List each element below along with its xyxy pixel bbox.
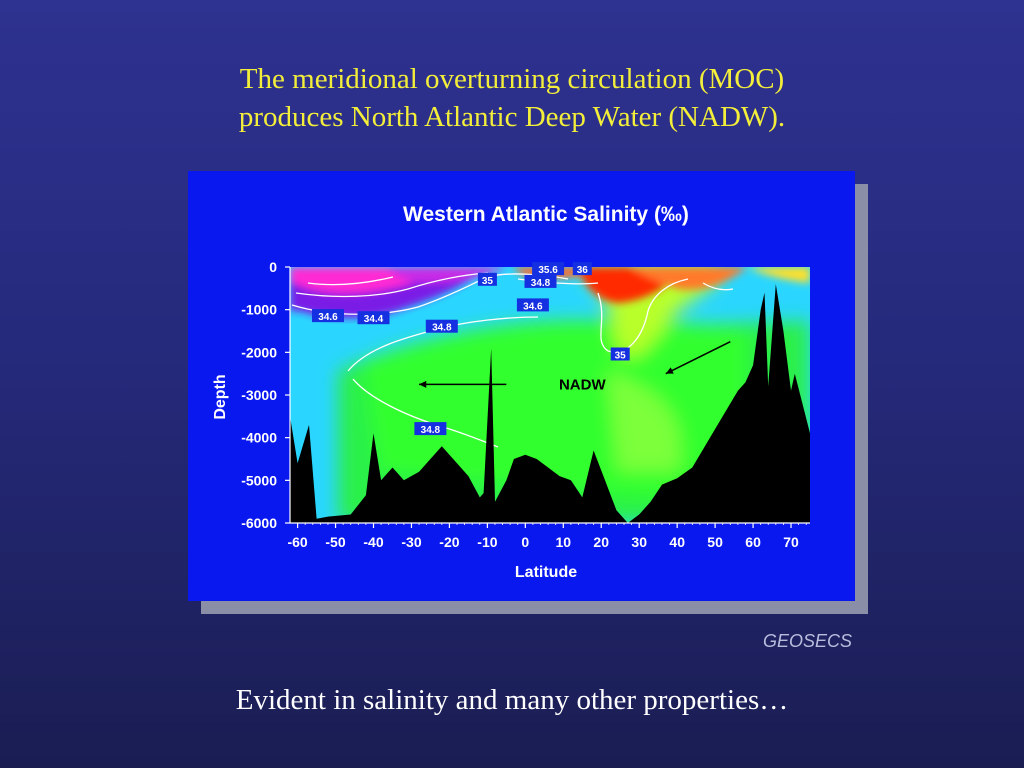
contour-label-text: 35.6 [538,265,558,276]
flow-arrow-shaft [665,340,731,375]
flow-arrow [665,340,731,375]
contour-label-box [477,272,497,286]
contour-label: 34.4 [357,311,390,325]
slide-title-line-1: The meridional overturning circulation (… [239,63,785,95]
contour-label-text: 34.6 [318,312,338,323]
data-source-credit: GEOSECS [762,631,852,651]
x-tick-label: -20 [439,534,459,550]
contour-label-box [524,274,557,288]
y-tick-label: -3000 [241,387,277,403]
y-tick-label: -1000 [241,302,277,318]
contour-label: 36 [572,262,592,276]
chart-annotations: NADW [559,376,606,393]
x-tick-label: 0 [521,534,529,550]
contour-label: 35 [477,272,497,287]
x-tick-label: 20 [593,534,609,550]
flow-arrow-head [665,367,674,374]
contour-label-text: 34.8 [432,323,452,334]
contour-label-text: 34.8 [531,278,551,289]
y-tick-label: -5000 [241,472,277,488]
y-tick-label: 0 [269,259,277,275]
flow-arrow-head [419,380,427,388]
contour-label-text: 34.4 [364,314,384,325]
contour-label-box [357,311,390,325]
y-axis-label: Depth [212,374,229,419]
x-tick-label: 70 [783,534,799,550]
contour-labels: 35 34.8 34.6 34.6 34.4 34.8 35 34.8 35.6 36 [312,262,630,436]
contour-label-box [312,309,344,323]
chart-axes: 0 -1000 -2000 -3000 -4000 -5000 -6000 -60 -50 -40… [241,259,810,550]
contour-label-box [425,319,458,333]
x-tick-label: -60 [287,534,307,550]
contour-label: 35.6 [532,262,565,276]
x-axis-label: Latitude [515,564,577,581]
contour-label-box [414,422,447,436]
contour-label-box [572,262,592,276]
slide-title-line-2: produces North Atlantic Deep Water (NADW… [238,101,786,133]
x-tick-label: -10 [477,534,497,550]
chart-title: Western Atlantic Salinity (‰) [403,203,689,226]
slide-caption: Evident in salinity and many other prope… [235,684,789,716]
flow-arrow [419,380,507,388]
x-tick-label: 50 [707,534,723,550]
contour-label-text: 35 [615,351,627,362]
slide-title: The meridional overturning circulation (… [0,60,1024,136]
seafloor-shape [290,284,810,523]
x-tick-label: 60 [745,534,761,550]
contour-label: 34.8 [425,319,458,334]
x-tick-label: -40 [363,534,383,550]
salinity-figure-panel: Western Atlantic Salinity (‰) [188,171,855,601]
nadw-label: NADW [559,376,606,393]
x-tick-label: -30 [401,534,421,550]
salinity-section-chart: Western Atlantic Salinity (‰) [212,203,810,581]
x-tick-label: 30 [631,534,647,550]
contour-label-text: 35 [482,276,494,287]
nadw-flow-arrows [419,340,731,388]
x-tick-label: 40 [669,534,685,550]
y-tick-label: -2000 [241,344,277,360]
contour-label-text: 36 [577,265,589,276]
contour-label-text: 34.6 [523,301,543,312]
contour-label: 34.8 [414,422,447,436]
contour-label: 34.6 [516,298,549,312]
y-tick-label: -4000 [241,430,277,446]
contour-label: 35 [610,347,630,362]
contour-label: 34.6 [312,309,344,323]
contour-label-box [516,298,549,312]
seafloor-bathymetry [290,284,810,523]
contour-label: 34.8 [524,274,557,289]
y-tick-label: -6000 [241,515,277,531]
contour-label-box [532,262,565,276]
x-tick-label: 10 [556,534,572,550]
x-tick-label: -50 [325,534,345,550]
contour-label-box [610,347,630,361]
contour-label-text: 34.8 [421,425,441,436]
salinity-color-field [290,267,810,523]
